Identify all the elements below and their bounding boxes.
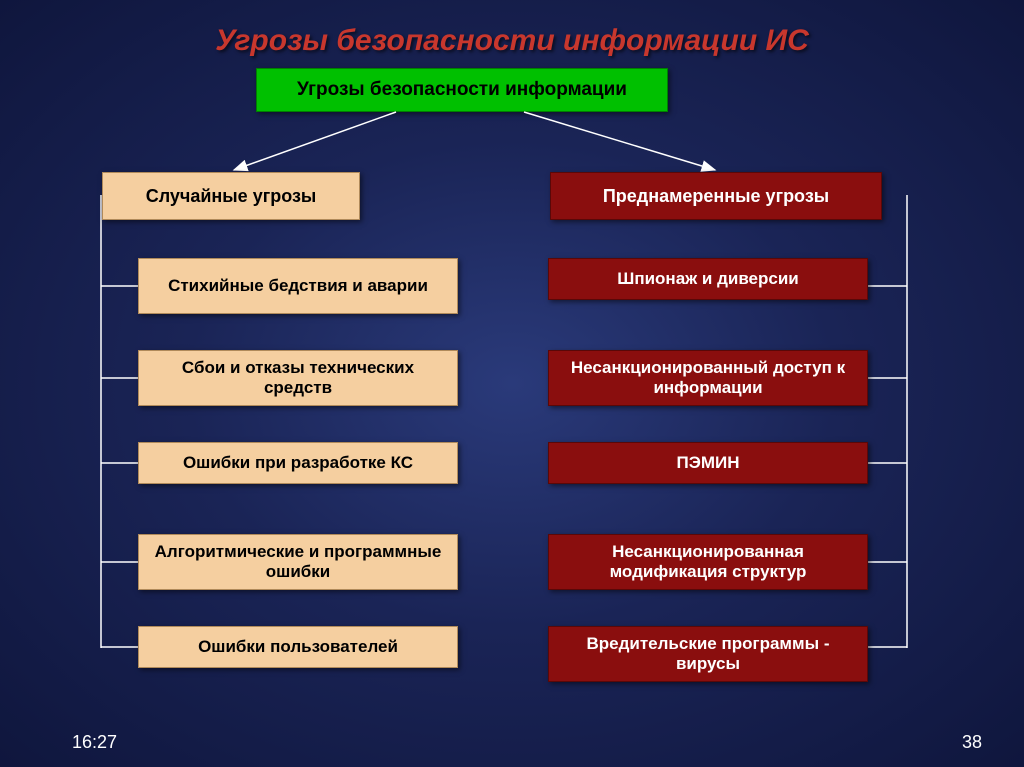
item-label: Стихийные бедствия и аварии (168, 276, 428, 296)
root-node: Угрозы безопасности информации (256, 68, 668, 112)
item-label: Несанкционированная модификация структур (557, 542, 859, 582)
root-label: Угрозы безопасности информации (297, 79, 627, 101)
category-left-label: Случайные угрозы (146, 186, 317, 207)
item-label: Ошибки пользователей (198, 637, 398, 657)
item-left-3: Алгоритмические и программные ошибки (138, 534, 458, 590)
page-number: 38 (962, 732, 982, 753)
category-random-threats: Случайные угрозы (102, 172, 360, 220)
item-left-1: Сбои и отказы технических средств (138, 350, 458, 406)
category-intentional-threats: Преднамеренные угрозы (550, 172, 882, 220)
item-right-2: ПЭМИН (548, 442, 868, 484)
item-label: ПЭМИН (677, 453, 740, 473)
slide-title: Угрозы безопасности информации ИС (0, 24, 1024, 58)
item-left-4: Ошибки пользователей (138, 626, 458, 668)
item-right-3: Несанкционированная модификация структур (548, 534, 868, 590)
item-label: Сбои и отказы технических средств (147, 358, 449, 398)
item-left-0: Стихийные бедствия и аварии (138, 258, 458, 314)
item-label: Ошибки при разработке КС (183, 453, 413, 473)
timestamp: 16:27 (72, 732, 117, 753)
category-right-label: Преднамеренные угрозы (603, 186, 829, 207)
item-right-4: Вредительские программы - вирусы (548, 626, 868, 682)
item-label: Шпионаж и диверсии (617, 269, 799, 289)
item-label: Алгоритмические и программные ошибки (147, 542, 449, 582)
item-left-2: Ошибки при разработке КС (138, 442, 458, 484)
item-label: Несанкционированный доступ к информации (557, 358, 859, 398)
item-label: Вредительские программы - вирусы (557, 634, 859, 674)
item-right-1: Несанкционированный доступ к информации (548, 350, 868, 406)
item-right-0: Шпионаж и диверсии (548, 258, 868, 300)
